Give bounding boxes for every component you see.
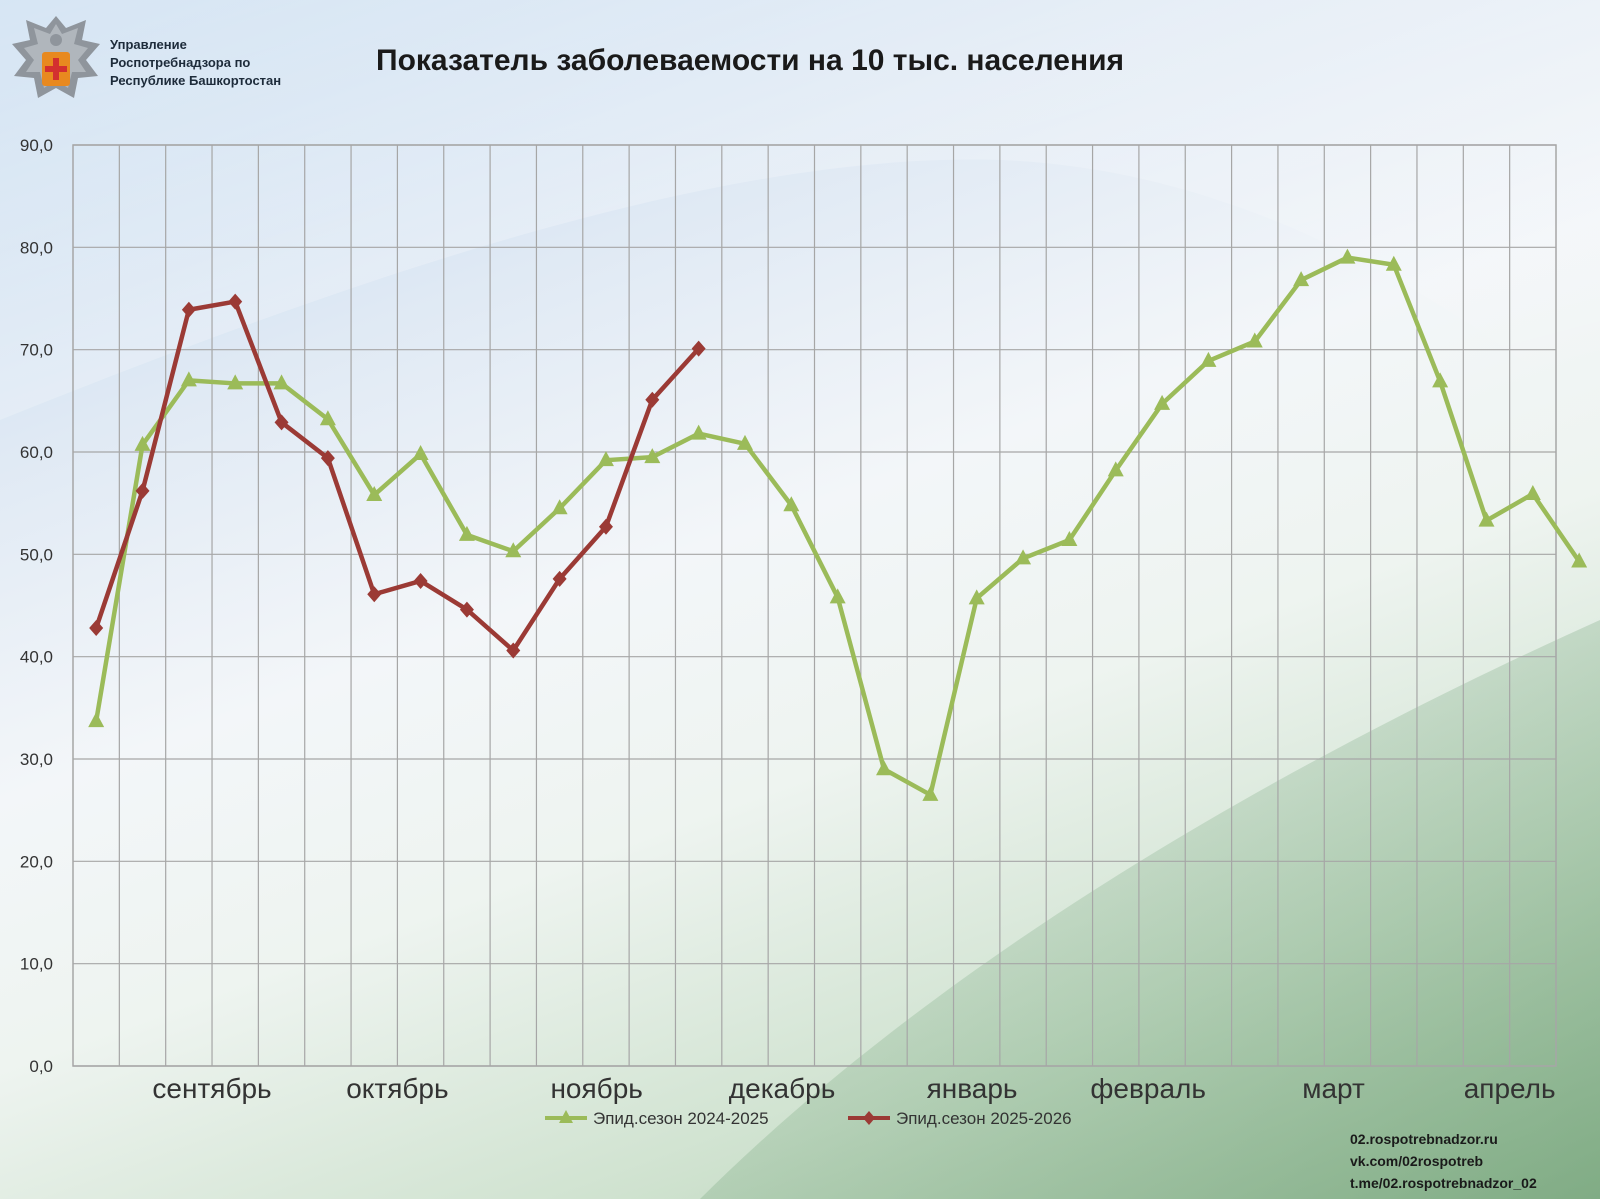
x-month-label: апрель	[1464, 1073, 1556, 1104]
x-axis-month-labels: сентябрь октябрь ноябрь декабрь январь феврал…	[152, 1073, 1555, 1104]
y-tick-label: 60,0	[20, 443, 53, 462]
org-line-2: Роспотребнадзора по	[110, 55, 251, 70]
data-point-triangle	[876, 760, 893, 776]
x-month-label: февраль	[1090, 1073, 1206, 1104]
series-line	[94, 299, 701, 653]
x-month-label: ноябрь	[550, 1073, 642, 1104]
legend-marker-diamond	[863, 1111, 875, 1125]
legend-label: Эпид.сезон 2025-2026	[896, 1109, 1072, 1128]
data-point-diamond	[89, 620, 104, 637]
data-point-triangle	[922, 785, 939, 801]
data-point-triangle	[1385, 255, 1402, 271]
rospotrebnadzor-emblem-icon	[12, 16, 100, 98]
data-point-diamond	[645, 391, 660, 408]
data-point-triangle	[1571, 552, 1588, 568]
footer-link-site[interactable]: 02.rospotrebnadzor.ru	[1350, 1131, 1498, 1147]
x-month-label: декабрь	[729, 1073, 836, 1104]
data-point-triangle	[1293, 271, 1310, 287]
data-point-triangle	[1432, 372, 1449, 388]
x-month-label: октябрь	[346, 1073, 448, 1104]
x-month-label: сентябрь	[152, 1073, 271, 1104]
y-tick-label: 20,0	[20, 852, 53, 871]
chart-series	[88, 248, 1588, 801]
legend-label: Эпид.сезон 2024-2025	[593, 1109, 769, 1128]
data-point-triangle	[1200, 351, 1217, 367]
data-point-triangle	[1061, 531, 1078, 547]
y-tick-label: 90,0	[20, 136, 53, 155]
data-point-triangle	[783, 496, 800, 512]
data-point-diamond	[506, 642, 521, 659]
legend-marker-triangle	[559, 1110, 573, 1123]
data-point-triangle	[644, 448, 661, 464]
data-point-triangle	[319, 410, 336, 426]
series-line	[93, 255, 1582, 798]
data-point-triangle	[736, 434, 753, 450]
y-tick-label: 50,0	[20, 545, 53, 564]
slide-header: Управление Роспотребнадзора по Республик…	[0, 0, 1600, 130]
data-point-diamond	[274, 414, 289, 431]
data-point-triangle	[968, 589, 985, 605]
footer-link-vk[interactable]: vk.com/02rospotreb	[1350, 1153, 1484, 1169]
data-point-diamond	[367, 586, 382, 603]
data-point-triangle	[412, 445, 429, 461]
data-point-triangle	[597, 451, 614, 467]
data-point-diamond	[413, 572, 428, 589]
data-point-triangle	[1154, 394, 1171, 410]
data-point-triangle	[366, 485, 383, 501]
org-line-3: Республике Башкортостан	[110, 73, 282, 88]
y-tick-label: 10,0	[20, 955, 53, 974]
data-point-diamond	[459, 601, 474, 618]
footer-links: 02.rospotrebnadzor.ru vk.com/02rospotreb…	[1350, 1128, 1537, 1194]
y-tick-label: 80,0	[20, 238, 53, 257]
data-point-triangle	[180, 371, 197, 387]
data-point-diamond	[228, 293, 243, 310]
y-tick-label: 40,0	[20, 648, 53, 667]
data-point-triangle	[88, 712, 105, 728]
data-point-triangle	[1015, 549, 1032, 565]
y-tick-label: 0,0	[29, 1057, 53, 1076]
data-point-diamond	[135, 482, 150, 499]
x-month-label: январь	[927, 1073, 1018, 1104]
y-axis: 0,0 10,0 20,0 30,0 40,0 50,0 60,0 70,0 80,0 90,0	[20, 136, 53, 1076]
data-point-triangle	[134, 435, 151, 451]
data-point-triangle	[273, 374, 290, 390]
x-month-label: март	[1302, 1073, 1365, 1104]
y-tick-label: 70,0	[20, 341, 53, 360]
chart-title: Показатель заболеваемости на 10 тыс. нас…	[376, 44, 1125, 77]
data-point-diamond	[691, 340, 706, 357]
footer-link-telegram[interactable]: t.me/02.rospotrebnadzor_02	[1350, 1175, 1537, 1191]
org-line-1: Управление	[110, 37, 187, 52]
data-point-triangle	[829, 588, 846, 604]
data-point-triangle	[1246, 332, 1263, 348]
data-point-triangle	[505, 542, 522, 558]
data-point-diamond	[181, 301, 196, 318]
data-point-triangle	[551, 499, 568, 515]
series-2024-2025	[88, 248, 1588, 801]
data-point-diamond	[552, 570, 567, 587]
data-point-triangle	[1478, 511, 1495, 527]
data-point-triangle	[690, 424, 707, 440]
data-point-triangle	[1524, 484, 1541, 500]
data-point-diamond	[320, 450, 335, 467]
series-2025-2026	[89, 293, 706, 659]
data-point-triangle	[1339, 248, 1356, 264]
chart-grid	[72, 144, 1557, 1067]
data-point-triangle	[458, 525, 475, 541]
y-tick-label: 30,0	[20, 750, 53, 769]
data-point-diamond	[598, 518, 613, 535]
data-point-triangle	[1107, 461, 1124, 477]
organization-name: Управление Роспотребнадзора по Республик…	[110, 36, 281, 90]
chart-legend: Эпид.сезон 2024-2025 Эпид.сезон 2025-2026	[545, 1109, 1072, 1128]
data-point-triangle	[227, 374, 244, 390]
